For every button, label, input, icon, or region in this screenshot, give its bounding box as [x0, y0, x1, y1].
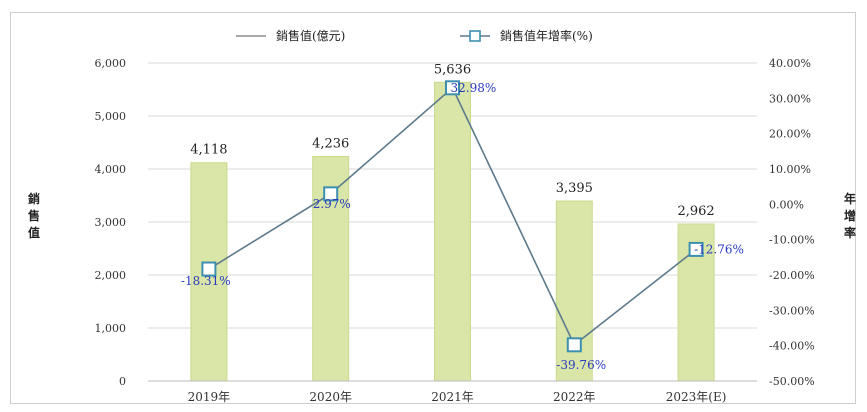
- left-tick-label: 2,000: [95, 269, 127, 282]
- bar-value-label: 2,962: [677, 204, 714, 219]
- axis-title-char: 銷: [28, 191, 40, 206]
- growth-value-label: -12.76%: [694, 242, 744, 256]
- category-label: 2019年: [188, 390, 231, 404]
- bar-value-label: 5,636: [434, 62, 471, 77]
- left-tick-label: 6,000: [95, 57, 127, 70]
- bar: [555, 200, 593, 382]
- growth-point: [445, 80, 460, 96]
- left-tick-label: 3,000: [95, 216, 127, 229]
- right-tick-label: -40.00%: [769, 340, 815, 353]
- grid-layer: [148, 62, 757, 329]
- category-label: 2022年: [553, 390, 596, 404]
- growth-value-label: -39.76%: [556, 358, 606, 372]
- right-tick-label: 30.00%: [769, 92, 811, 105]
- bar-value-label: 3,395: [556, 181, 593, 196]
- growth-value-label: 32.98%: [451, 81, 497, 95]
- left-tick-label: 5,000: [95, 110, 127, 123]
- left-tick-label: 4,000: [95, 163, 127, 176]
- growth-point: [566, 337, 582, 353]
- chart-frame: [10, 12, 856, 404]
- growth-point: [201, 261, 217, 277]
- growth-value-label: -18.31%: [181, 274, 231, 288]
- right-tick-label: 10.00%: [769, 163, 811, 176]
- legend-line-label: 銷售值年增率(%): [500, 28, 593, 43]
- right-tick-label: 0.00%: [769, 198, 804, 211]
- bar-value-label: 4,118: [190, 143, 227, 158]
- legend-line-marker: [469, 30, 481, 42]
- axis-title-char: 增: [844, 208, 856, 223]
- axis-layer: 0 1,000 2,000 3,000 4,000 5,000 6,000 -50.00% -4…: [28, 57, 856, 404]
- right-tick-label: -50.00%: [769, 375, 815, 388]
- axis-title-char: 年: [844, 191, 856, 206]
- category-label: 2023年(E): [666, 390, 727, 404]
- legend: 銷售值(億元) 銷售值年增率(%): [236, 28, 593, 43]
- axis-title-char: 率: [844, 225, 856, 240]
- right-tick-label: 40.00%: [769, 57, 811, 70]
- growth-point: [323, 186, 339, 202]
- axis-title-char: 值: [28, 225, 40, 240]
- label-layer: 4,118 4,236 5,636 3,395 2,962 -18.31% 2.97% 32.…: [181, 62, 744, 372]
- left-tick-label: 0: [119, 375, 126, 388]
- right-tick-label: -20.00%: [769, 269, 815, 282]
- axis-title-char: 售: [28, 208, 40, 223]
- growth-value-label: 2.97%: [313, 197, 351, 211]
- right-tick-label: 20.00%: [769, 128, 811, 141]
- bar: [434, 81, 471, 382]
- category-label: 2020年: [309, 390, 352, 404]
- right-tick-label: -10.00%: [769, 234, 815, 247]
- left-tick-label: 1,000: [95, 322, 127, 335]
- line-layer: [201, 80, 704, 353]
- growth-point: [688, 241, 704, 257]
- category-label: 2021年: [431, 390, 474, 404]
- right-axis-title: 年增率: [844, 191, 856, 240]
- left-axis-title: 銷售值: [28, 191, 40, 240]
- bar-value-label: 4,236: [312, 136, 349, 151]
- legend-bar-label: 銷售值(億元): [276, 28, 345, 43]
- right-tick-label: -30.00%: [769, 304, 815, 317]
